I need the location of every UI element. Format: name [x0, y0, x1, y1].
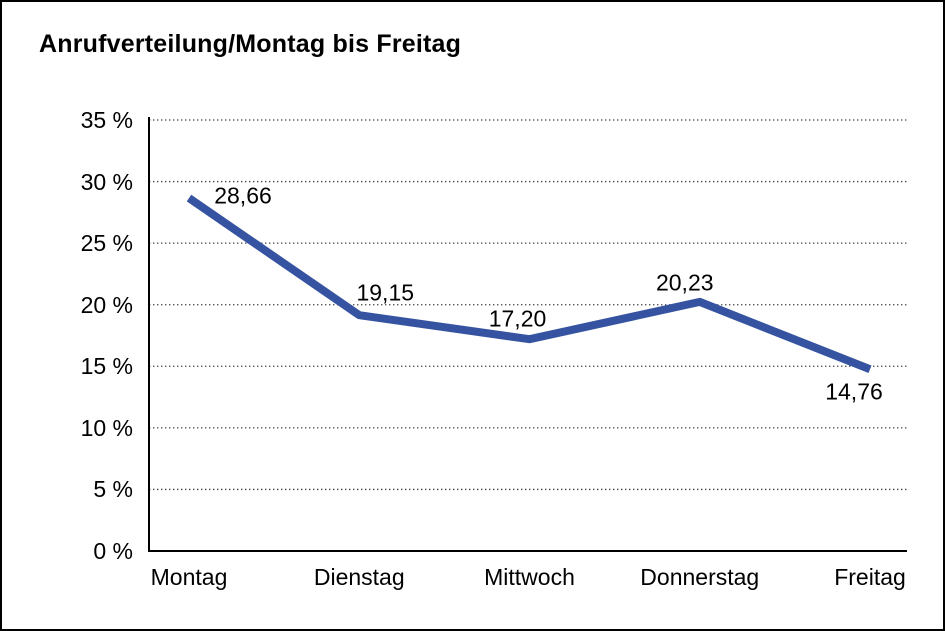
y-axis-tick-label: 15 % — [80, 353, 133, 380]
y-axis-tick-label: 35 % — [80, 107, 133, 133]
data-label: 28,66 — [214, 182, 272, 209]
x-axis-label: Freitag — [834, 564, 906, 590]
y-axis-tick-label: 25 % — [80, 230, 133, 257]
y-axis-tick-label: 5 % — [93, 476, 133, 503]
data-label: 17,20 — [488, 305, 547, 332]
y-axis-tick-label: 20 % — [80, 291, 133, 318]
data-label: 20,23 — [655, 269, 714, 296]
data-label: 19,15 — [356, 279, 415, 306]
data-series-line — [186, 194, 872, 373]
x-axis-label: Dienstag — [313, 564, 405, 590]
y-axis-tick-label: 30 % — [80, 168, 133, 195]
y-axis-tick-label: 10 % — [80, 414, 133, 441]
x-axis-label: Mittwoch — [484, 564, 575, 590]
y-axis-tick-label: 0 % — [93, 538, 133, 564]
x-axis-label: Donnerstag — [640, 564, 760, 590]
chart-title: Anrufverteilung/Montag bis Freitag — [39, 30, 462, 58]
x-axis-label: Montag — [150, 564, 228, 590]
data-label: 14,76 — [825, 378, 883, 405]
